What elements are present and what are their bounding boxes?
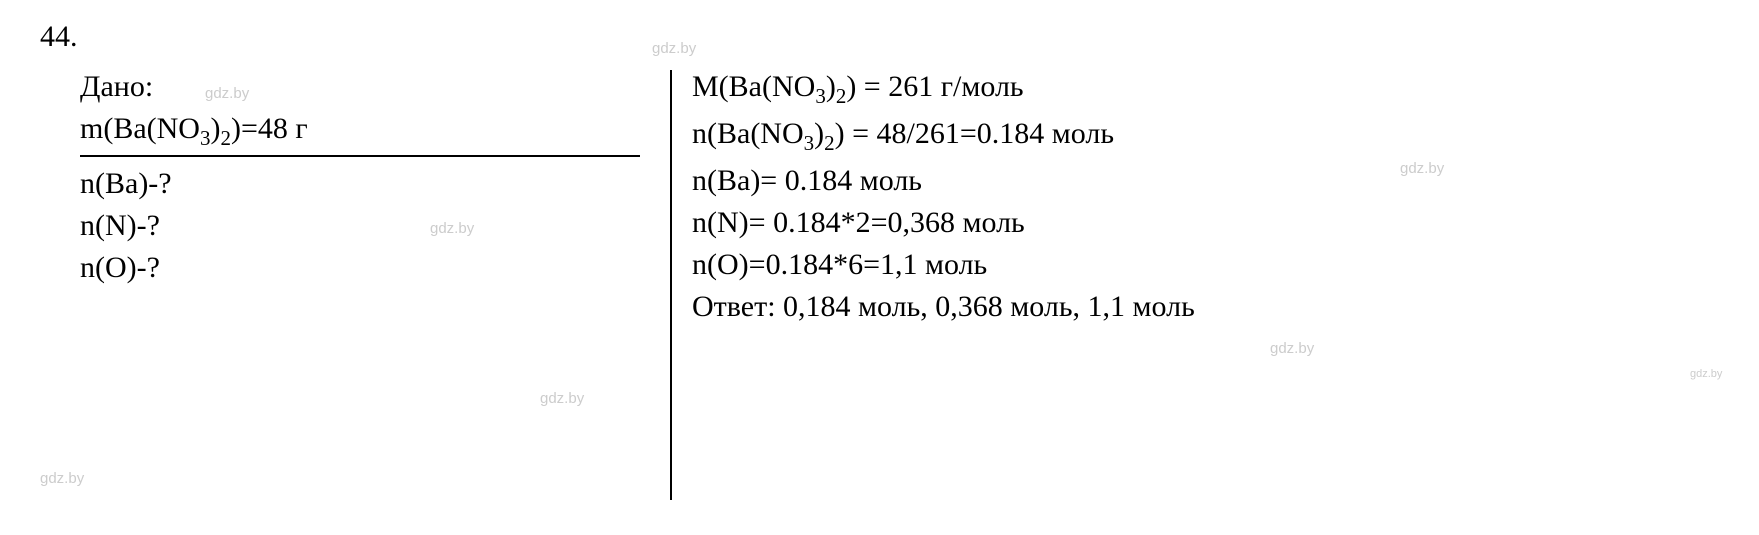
line1-post: ) = 261 г/моль — [846, 70, 1023, 103]
subscript: 2 — [836, 84, 847, 108]
solution-molar-mass: M(Ba(NO3)2) = 261 г/моль — [692, 70, 1692, 109]
solution-moles-o: n(O)=0.184*6=1,1 моль — [692, 248, 1692, 282]
line1-pre: M(Ba(NO — [692, 70, 815, 103]
given-section: Дано: m(Ba(NO3)2)=48 г n(Ba)-? n(N)-? n(… — [80, 70, 650, 500]
watermark: gdz.by — [1690, 368, 1722, 380]
find-item-ba: n(Ba)-? — [80, 167, 650, 201]
line2-pre: n(Ba(NO — [692, 117, 804, 150]
given-title: Дано: — [80, 70, 650, 104]
watermark: gdz.by — [40, 470, 84, 487]
problem-number: 44. — [40, 20, 78, 54]
subscript: 3 — [200, 126, 211, 150]
mass-prefix: m(Ba(NO — [80, 112, 200, 145]
solution-moles-n: n(N)= 0.184*2=0,368 моль — [692, 206, 1692, 240]
given-mass: m(Ba(NO3)2)=48 г — [80, 112, 650, 151]
subscript: 2 — [220, 126, 231, 150]
horizontal-divider — [80, 155, 640, 157]
solution-section: M(Ba(NO3)2) = 261 г/моль n(Ba(NO3)2) = 4… — [692, 70, 1692, 500]
subscript: 2 — [824, 131, 835, 155]
line2-post: ) = 48/261=0.184 моль — [835, 117, 1114, 150]
mass-close: ) — [210, 112, 220, 145]
subscript: 3 — [815, 84, 826, 108]
line2-mid: ) — [814, 117, 824, 150]
mass-value: )=48 г — [231, 112, 308, 145]
vertical-divider — [670, 70, 672, 500]
solution-moles-compound: n(Ba(NO3)2) = 48/261=0.184 моль — [692, 117, 1692, 156]
solution-answer: Ответ: 0,184 моль, 0,368 моль, 1,1 моль — [692, 290, 1692, 324]
line1-mid: ) — [826, 70, 836, 103]
find-item-o: n(O)-? — [80, 251, 650, 285]
find-item-n: n(N)-? — [80, 209, 650, 243]
subscript: 3 — [804, 131, 815, 155]
solution-moles-ba: n(Ba)= 0.184 моль — [692, 164, 1692, 198]
content-wrapper: Дано: m(Ba(NO3)2)=48 г n(Ba)-? n(N)-? n(… — [80, 70, 1692, 500]
document-container: 44. gdz.by gdz.by gdz.by gdz.by gdz.by g… — [40, 20, 1719, 515]
watermark: gdz.by — [652, 40, 696, 57]
